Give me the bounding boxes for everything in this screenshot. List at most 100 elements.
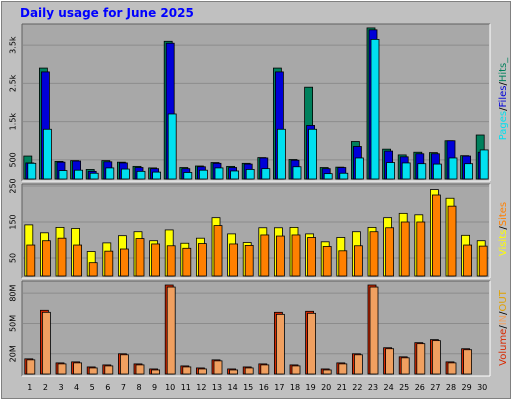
- bar-sites: [463, 244, 473, 277]
- x-tick-label: 9: [152, 383, 157, 392]
- x-tick-label: 27: [430, 383, 440, 392]
- bar-in: [26, 359, 36, 375]
- legend-entry: Hits_: [498, 57, 509, 82]
- bar-sites: [322, 246, 332, 277]
- bar-in: [322, 369, 332, 375]
- bar-sites: [182, 247, 192, 277]
- bar-pages: [121, 168, 130, 180]
- x-tick-label: 14: [228, 383, 238, 392]
- bar-sites: [197, 243, 207, 277]
- bar-in: [463, 349, 473, 375]
- bar-sites: [353, 245, 363, 277]
- bar-in: [338, 363, 348, 375]
- y-tick-label: 500: [9, 152, 18, 167]
- bar-in: [197, 368, 207, 375]
- bar-sites: [151, 243, 161, 277]
- bar-in: [369, 286, 379, 375]
- x-tick-label: 29: [462, 383, 472, 392]
- bar-sites: [478, 245, 488, 277]
- bar-in: [135, 364, 145, 375]
- bar-pages: [230, 170, 240, 180]
- bar-in: [88, 367, 98, 375]
- bar-in: [416, 343, 426, 375]
- bar-in: [151, 369, 161, 375]
- bar-in: [229, 369, 239, 375]
- bar-pages: [401, 162, 411, 180]
- legend-entry: /: [498, 325, 509, 329]
- bar-sites: [104, 250, 114, 277]
- legend-entry: OUT: [498, 289, 509, 311]
- x-tick-label: 26: [415, 383, 425, 392]
- y-tick-label: 20M: [9, 345, 18, 362]
- legend-entry: Files: [498, 86, 509, 108]
- legend-entry: /: [498, 107, 509, 111]
- bar-in: [431, 340, 441, 375]
- panel-volume: 20M 50M 80M Volume/IN/OUT: [9, 280, 509, 377]
- x-tick-label: 28: [446, 383, 456, 392]
- x-tick-label: 23: [368, 383, 378, 392]
- y-tick-label: 150: [9, 214, 18, 229]
- bar-in: [182, 366, 192, 375]
- legend-entry: Sites: [498, 202, 509, 226]
- bar-in: [42, 311, 51, 375]
- x-tick-label: 16: [259, 383, 269, 392]
- bar-pages: [464, 163, 474, 180]
- legend-volume: Volume/IN/OUT: [498, 289, 509, 366]
- bar-sites: [385, 227, 395, 277]
- x-tick-label: 12: [196, 383, 206, 392]
- bar-sites: [369, 231, 379, 277]
- bar-pages: [27, 162, 37, 180]
- bar-pages: [432, 163, 442, 180]
- x-tick-label: 21: [337, 383, 347, 392]
- bar-in: [73, 362, 82, 375]
- panel-visits: 50 150 250 Visits/Sites: [9, 178, 509, 279]
- bar-sites: [26, 244, 36, 277]
- bar-sites: [166, 245, 176, 277]
- bar-pages: [105, 167, 115, 180]
- legend-hits: Pages/Files/Hits_: [498, 57, 509, 141]
- x-tick-label: 5: [90, 383, 95, 392]
- bar-pages: [386, 162, 396, 180]
- x-tick-label: 10: [165, 383, 175, 392]
- bar-pages: [245, 169, 255, 180]
- x-tick-label: 22: [352, 383, 362, 392]
- x-tick-label: 17: [274, 383, 284, 392]
- bar-pages: [43, 128, 52, 180]
- bar-in: [120, 354, 129, 375]
- bar-in: [385, 348, 395, 375]
- bar-sites: [88, 262, 98, 277]
- bar-sites: [400, 221, 410, 277]
- plot-area: [22, 281, 490, 376]
- y-tick-label: 50M: [9, 315, 18, 332]
- legend-entry: /: [498, 82, 509, 86]
- bar-pages: [136, 170, 146, 180]
- bar-in: [291, 365, 301, 375]
- legend-entry: Pages: [498, 111, 509, 140]
- bar-sites: [260, 234, 270, 277]
- plot-area: [22, 24, 490, 181]
- y-tick-label: 50: [9, 253, 18, 263]
- bar-pages: [183, 172, 193, 180]
- x-tick-label: 1: [27, 383, 32, 392]
- bar-sites: [229, 243, 239, 277]
- bar-pages: [339, 172, 349, 180]
- bar-sites: [213, 225, 223, 277]
- y-tick-label: 80M: [9, 284, 18, 301]
- x-tick-label: 24: [384, 383, 394, 392]
- bar-pages: [74, 169, 83, 180]
- bar-pages: [292, 166, 302, 180]
- bar-in: [213, 360, 223, 375]
- bar-in: [447, 362, 457, 375]
- x-tick-label: 6: [105, 383, 110, 392]
- x-tick-label: 30: [477, 383, 487, 392]
- legend-entry: /: [498, 311, 509, 315]
- bar-pages: [167, 113, 177, 180]
- x-tick-label: 25: [399, 383, 409, 392]
- bar-in: [307, 312, 317, 375]
- bar-sites: [135, 238, 145, 277]
- bar-sites: [447, 205, 457, 277]
- bar-sites: [42, 240, 51, 277]
